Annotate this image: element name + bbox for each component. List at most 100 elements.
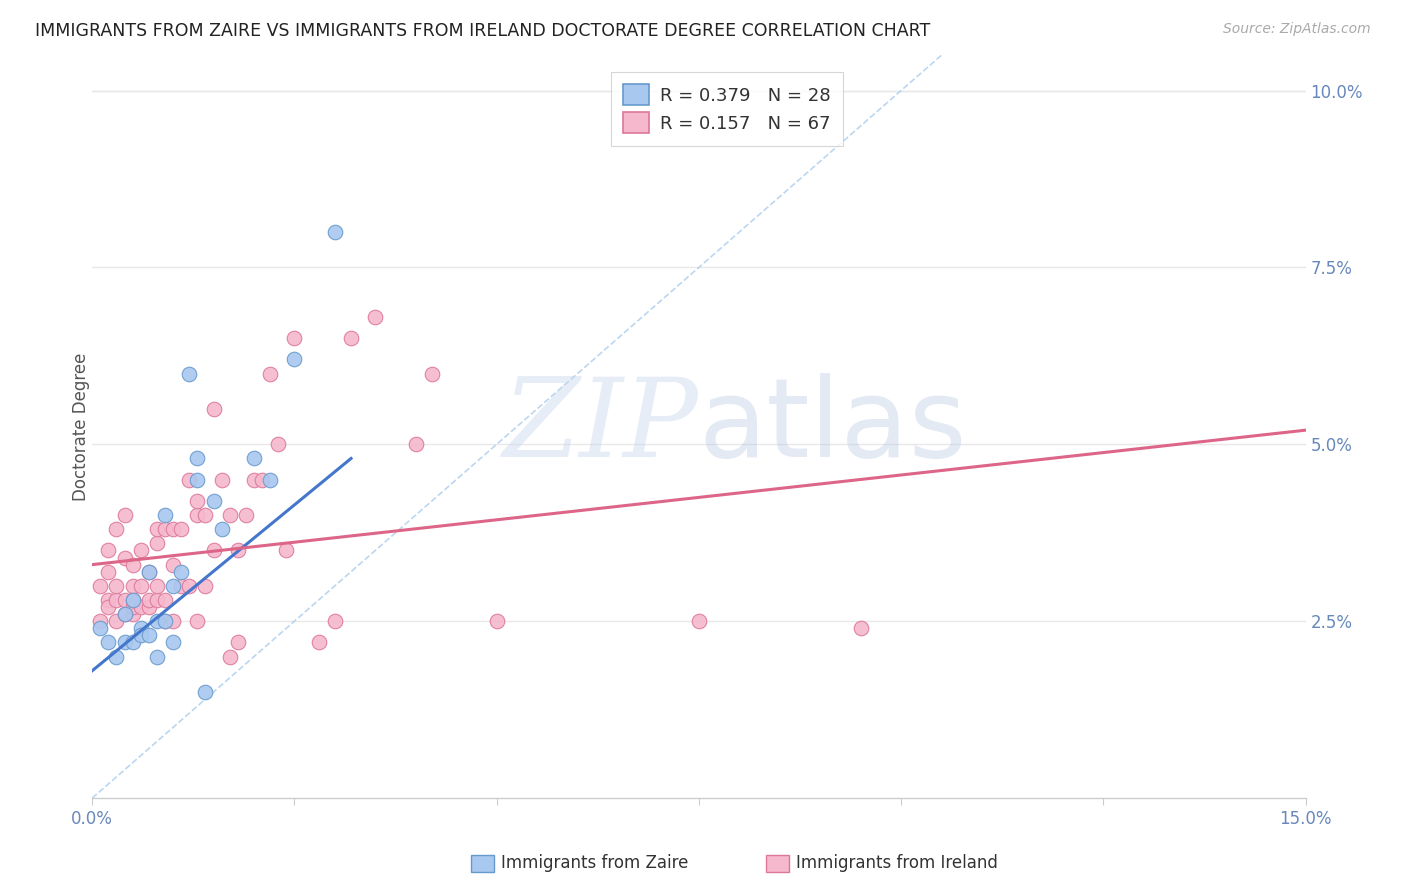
Point <box>849 621 872 635</box>
Point <box>194 508 217 522</box>
Point <box>153 614 176 628</box>
Point <box>121 558 143 572</box>
Point <box>218 649 240 664</box>
Point <box>97 543 120 558</box>
Point <box>114 593 136 607</box>
Point <box>89 621 111 635</box>
Point <box>114 508 136 522</box>
Point <box>153 614 176 628</box>
Point <box>186 508 208 522</box>
Text: Source: ZipAtlas.com: Source: ZipAtlas.com <box>1223 22 1371 37</box>
Point <box>162 579 184 593</box>
Point <box>485 614 508 628</box>
Point <box>121 607 143 622</box>
Text: ZIP: ZIP <box>503 373 699 481</box>
Point <box>179 367 201 381</box>
Point <box>121 600 143 615</box>
Point <box>688 614 710 628</box>
Point <box>323 225 346 239</box>
Point <box>146 593 169 607</box>
Point <box>121 579 143 593</box>
Point <box>146 536 169 550</box>
Point <box>114 550 136 565</box>
Point <box>250 473 273 487</box>
Point <box>226 635 249 649</box>
Point <box>186 451 208 466</box>
Legend: R = 0.379   N = 28, R = 0.157   N = 67: R = 0.379 N = 28, R = 0.157 N = 67 <box>610 71 842 145</box>
Point <box>121 593 143 607</box>
Point <box>179 473 201 487</box>
Point <box>202 401 225 416</box>
Point <box>153 508 176 522</box>
Point <box>340 331 363 345</box>
Point <box>170 565 193 579</box>
Point <box>186 494 208 508</box>
Point <box>89 614 111 628</box>
Text: atlas: atlas <box>699 373 967 480</box>
Point <box>121 635 143 649</box>
Point <box>364 310 387 324</box>
Point <box>138 600 160 615</box>
Point <box>211 473 233 487</box>
Point <box>162 614 184 628</box>
Y-axis label: Doctorate Degree: Doctorate Degree <box>72 352 90 500</box>
Point <box>235 508 257 522</box>
Point <box>194 685 217 699</box>
Point <box>114 607 136 622</box>
Point <box>114 607 136 622</box>
Point <box>138 628 160 642</box>
Point <box>283 352 305 367</box>
Text: IMMIGRANTS FROM ZAIRE VS IMMIGRANTS FROM IRELAND DOCTORATE DEGREE CORRELATION CH: IMMIGRANTS FROM ZAIRE VS IMMIGRANTS FROM… <box>35 22 931 40</box>
Point <box>267 437 290 451</box>
Point <box>138 565 160 579</box>
Point <box>218 508 240 522</box>
Point <box>170 522 193 536</box>
Point <box>162 522 184 536</box>
Point <box>114 635 136 649</box>
Point <box>105 593 128 607</box>
Point <box>89 579 111 593</box>
Point <box>308 635 330 649</box>
Point <box>259 473 281 487</box>
Point <box>186 614 208 628</box>
Point <box>146 649 169 664</box>
Point <box>129 579 152 593</box>
Point <box>170 579 193 593</box>
Point <box>105 522 128 536</box>
Point <box>179 579 201 593</box>
Point <box>243 451 266 466</box>
Point <box>259 367 281 381</box>
Point <box>323 614 346 628</box>
Point <box>105 649 128 664</box>
Point <box>202 494 225 508</box>
Point <box>202 543 225 558</box>
Point <box>97 593 120 607</box>
Point <box>243 473 266 487</box>
Point <box>129 600 152 615</box>
Point <box>153 522 176 536</box>
Point <box>97 635 120 649</box>
Text: Immigrants from Ireland: Immigrants from Ireland <box>796 855 998 872</box>
Point <box>129 543 152 558</box>
Point <box>97 565 120 579</box>
Point <box>146 579 169 593</box>
Point <box>420 367 443 381</box>
Point <box>146 522 169 536</box>
Point <box>283 331 305 345</box>
Text: Immigrants from Zaire: Immigrants from Zaire <box>501 855 688 872</box>
Point <box>405 437 427 451</box>
Point <box>105 614 128 628</box>
Point <box>276 543 298 558</box>
Point <box>194 579 217 593</box>
Point <box>138 565 160 579</box>
Point <box>129 621 152 635</box>
Point <box>153 593 176 607</box>
Point <box>211 522 233 536</box>
Point <box>186 473 208 487</box>
Point <box>129 628 152 642</box>
Point <box>146 614 169 628</box>
Point <box>162 635 184 649</box>
Point <box>121 593 143 607</box>
Point <box>162 558 184 572</box>
Point <box>138 593 160 607</box>
